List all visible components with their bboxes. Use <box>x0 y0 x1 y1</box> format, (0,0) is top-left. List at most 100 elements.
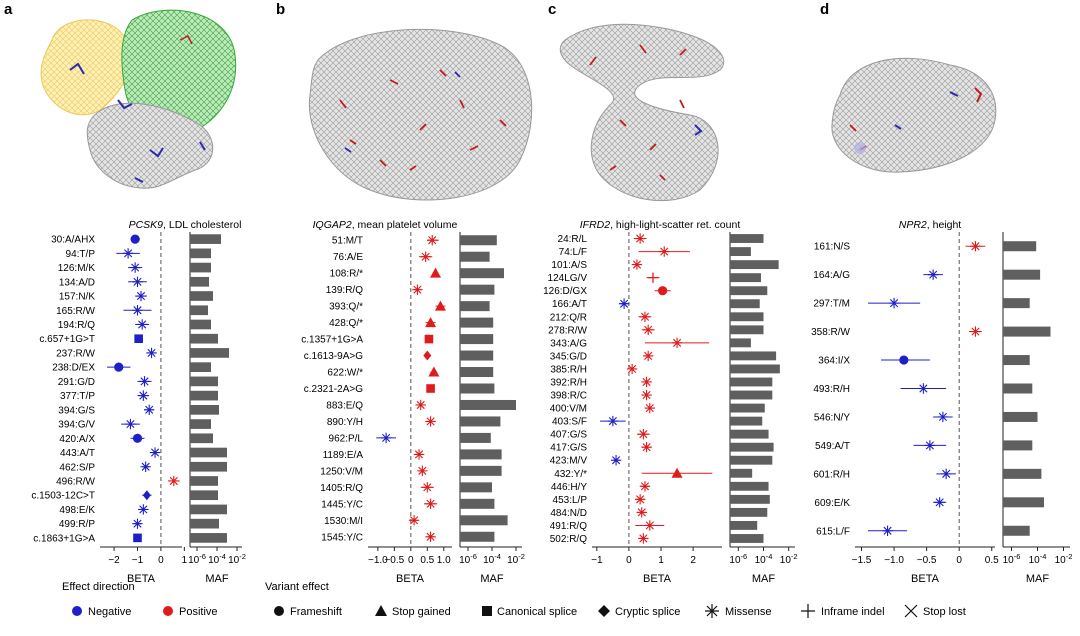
variant-marker <box>638 428 649 440</box>
variant-row: 420:A/X <box>59 433 213 445</box>
beta-tick-label: 1 <box>658 555 664 566</box>
forest-panel-a: PCSK9, LDL cholesterol −2 −1 0 1 BETA 10-6 10-4… <box>31 219 246 585</box>
maf-tick-label: 10-4 <box>1029 552 1047 566</box>
panel-title-d: NPR2, height <box>899 219 962 231</box>
variant-marker <box>132 433 143 443</box>
variant-label: 101:A/S <box>551 260 587 271</box>
variant-label: 493:R/H <box>813 384 850 395</box>
variant-row: 407:G/S <box>550 428 769 441</box>
variant-label: 278:R/W <box>548 325 587 336</box>
variant-label: 393:Q/* <box>329 302 363 313</box>
variant-marker <box>659 246 670 257</box>
variant-label: 126:D/GX <box>543 286 587 297</box>
variant-label: 502:R/Q <box>550 534 587 545</box>
beta-tick-label: 1 <box>182 555 188 566</box>
variant-label: c.2321-2A>G <box>304 384 363 395</box>
variant-row: 609:E/K <box>814 497 1044 509</box>
variant-marker <box>636 507 647 518</box>
variant-label: 428:Q/* <box>329 318 363 329</box>
variant-label: 24:R/L <box>558 234 588 245</box>
variant-row: 446:H/Y <box>551 481 769 493</box>
variant-row: 502:R/Q <box>550 533 764 545</box>
legend-missense-label: Missense <box>725 606 771 618</box>
variant-label: 297:T/M <box>813 299 850 310</box>
maf-bar <box>460 482 492 493</box>
variant-row: 394:G/V <box>58 418 211 431</box>
variant-row: 498:E/K <box>59 504 227 516</box>
maf-bar <box>1003 440 1033 451</box>
maf-tick-label: 10-6 <box>188 552 206 566</box>
legend-frameshift-label: Frameshift <box>290 606 342 618</box>
maf-bar <box>730 377 773 387</box>
maf-bar <box>190 348 229 358</box>
variant-marker <box>130 234 140 244</box>
maf-bar <box>730 325 764 335</box>
variant-row: 161:N/S <box>814 241 1037 253</box>
variant-label: 432:Y/* <box>554 469 587 480</box>
maf-bar <box>190 362 211 372</box>
variant-row: 615:L/F <box>816 525 1030 537</box>
maf-bar <box>460 317 494 328</box>
variant-marker <box>129 262 141 273</box>
maf-tick-label: 10-6 <box>1003 552 1021 566</box>
maf-bar <box>730 481 769 491</box>
maf-bar <box>1003 355 1030 366</box>
maf-bar <box>190 518 219 529</box>
variant-marker <box>934 497 945 508</box>
beta-tick-label: −0.5 <box>917 555 937 566</box>
maf-bar <box>1003 241 1037 252</box>
variant-marker <box>425 416 436 427</box>
variant-marker <box>427 235 438 246</box>
maf-bar <box>1003 383 1033 394</box>
variant-marker <box>136 319 148 330</box>
legend-stop-lost-label: Stop lost <box>923 606 966 618</box>
variant-label: 398:R/C <box>550 391 587 402</box>
variant-marker <box>626 363 638 375</box>
variant-label: c.1503-12C>T <box>31 491 95 502</box>
variant-marker <box>639 481 651 492</box>
variant-row: 345:G/D <box>550 350 777 362</box>
variant-row: 297:T/M <box>813 297 1030 310</box>
variant-label: 94:T/P <box>66 249 96 260</box>
maf-bar <box>190 390 218 401</box>
maf-bar <box>190 262 211 273</box>
variant-row: 499:R/P <box>59 518 219 530</box>
variant-marker <box>422 482 433 493</box>
variant-row: 398:R/C <box>550 389 773 402</box>
beta-tick-label: −1.0 <box>884 555 904 566</box>
variant-label: 615:L/F <box>816 526 850 537</box>
variant-marker <box>644 402 655 414</box>
variant-marker <box>149 447 161 458</box>
variant-marker <box>610 455 622 466</box>
variant-label: 134:A/D <box>59 277 95 288</box>
variant-row: 74:L/F <box>559 246 751 258</box>
protein-structure-a <box>40 9 237 189</box>
maf-bar <box>730 247 751 256</box>
maf-bar <box>730 416 763 426</box>
variant-label: 491:R/Q <box>550 521 587 532</box>
variant-label: 291:G/D <box>58 377 95 388</box>
maf-bar <box>460 334 494 345</box>
variant-row: 126:D/GX <box>543 286 768 297</box>
variant-label: 890:Y/H <box>327 417 363 428</box>
variant-marker <box>927 269 939 280</box>
maf-bar <box>1003 411 1038 422</box>
maf-tick-label: 10-2 <box>228 552 246 566</box>
variant-row: 108:R/* <box>330 267 504 280</box>
maf-bar <box>730 286 768 296</box>
variant-row: 890:Y/H <box>327 416 501 428</box>
variant-marker <box>142 490 151 501</box>
variant-marker <box>417 465 428 477</box>
variant-marker <box>631 259 643 270</box>
variant-row: 417:G/S <box>550 441 774 454</box>
variant-marker <box>413 449 425 460</box>
variant-row: 622:W/* <box>327 366 494 379</box>
variant-marker <box>970 326 981 337</box>
variant-marker <box>638 533 649 544</box>
variant-label: 400:V/M <box>550 404 587 415</box>
maf-bar <box>460 367 494 378</box>
maf-bar <box>460 465 502 476</box>
variant-marker <box>138 390 149 401</box>
variant-marker <box>428 366 440 377</box>
